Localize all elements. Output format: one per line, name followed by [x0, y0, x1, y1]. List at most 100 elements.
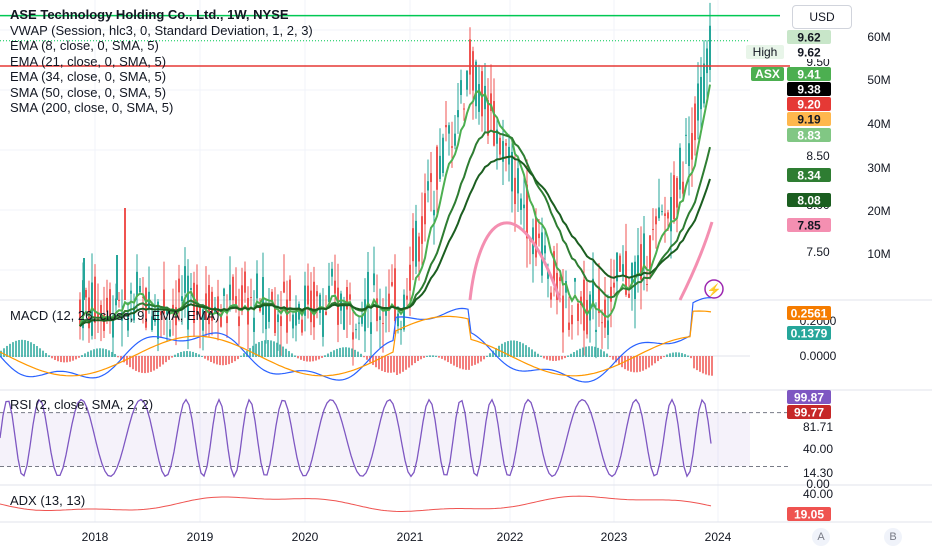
indicator-vwap[interactable]: VWAP (Session, hlc3, 0, Standard Deviati… — [10, 22, 313, 38]
macd-histogram-bar — [441, 356, 443, 359]
macd-histogram-bar — [375, 356, 377, 368]
candle-body — [580, 296, 582, 305]
candle-body — [295, 311, 297, 326]
candle-body — [322, 309, 324, 337]
macd-histogram-bar — [261, 340, 263, 357]
candle-body — [466, 70, 468, 90]
candle-body — [160, 311, 162, 316]
candle-body — [592, 278, 594, 307]
macd-histogram-bar — [495, 348, 497, 357]
candle-body — [226, 316, 228, 324]
candle-body — [418, 236, 420, 262]
indicator-sma200[interactable]: SMA (200, close, 0, SMA, 5) — [10, 100, 174, 115]
price-tag-bg — [787, 45, 831, 59]
price-tag-bg — [787, 168, 831, 182]
macd-histogram-bar — [324, 355, 326, 357]
indicator-sma50[interactable]: SMA (50, close, 0, SMA, 5) — [10, 84, 167, 100]
candle-body — [685, 134, 687, 136]
price-tag-bg — [787, 218, 831, 232]
candle-body — [661, 211, 663, 213]
price-tag-text: 9.41 — [797, 68, 821, 82]
macd-histogram-bar — [216, 356, 218, 365]
macd-histogram-bar — [471, 356, 473, 366]
macd-histogram-bar — [564, 356, 566, 359]
macd-histogram-bar — [438, 356, 440, 358]
high-marker: High — [746, 45, 784, 59]
candle-body — [157, 301, 159, 339]
macd-histogram-bar — [366, 356, 368, 360]
currency-button[interactable]: USD — [792, 5, 852, 29]
candle-body — [199, 306, 201, 320]
macd-histogram-bar — [126, 356, 128, 365]
macd-histogram-bar — [186, 350, 188, 357]
volume-axis-label: 50M — [867, 73, 890, 87]
candle-body — [178, 278, 180, 293]
auto-scale-button[interactable]: A — [812, 528, 830, 546]
macd-histogram-bar — [522, 343, 524, 357]
candle-body — [628, 293, 630, 298]
macd-histogram-bar — [489, 353, 491, 357]
candle-body — [556, 272, 558, 300]
log-scale-button[interactable]: B — [884, 528, 902, 546]
macd-histogram-bar — [396, 356, 398, 375]
macd-histogram-bar — [501, 343, 503, 357]
candle-body — [346, 287, 348, 310]
rsi-axis-label: 14.30 — [803, 466, 833, 480]
macd-histogram-bar — [393, 356, 395, 373]
candle-body — [583, 279, 585, 331]
candle-body — [424, 193, 426, 225]
macd-histogram-bar — [693, 356, 695, 369]
price-tag: 9.19 — [787, 112, 831, 127]
x-tick-label: 2024 — [705, 530, 732, 544]
rsi-pane — [0, 397, 790, 479]
macd-histogram-bar — [132, 356, 134, 370]
candle-body — [535, 217, 537, 258]
candle-body — [196, 284, 198, 315]
candle-body — [94, 276, 96, 323]
price-tag: 8.34 — [787, 168, 831, 183]
macd-histogram-bar — [426, 355, 428, 357]
macd-histogram-bar — [420, 356, 422, 360]
rsi-label[interactable]: RSI (2, close, SMA, 2, 2) — [10, 397, 154, 412]
candle-body — [352, 332, 354, 340]
candle-body — [655, 216, 657, 225]
macd-histogram-bar — [594, 346, 596, 357]
macd-histogram-bar — [531, 349, 533, 357]
macd-histogram-bar — [666, 354, 668, 357]
candle-body — [601, 322, 603, 324]
candle-body — [511, 152, 513, 192]
indicator-ema8[interactable]: EMA (8, close, 0, SMA, 5) — [10, 38, 159, 53]
candle-body — [397, 313, 399, 327]
price-tag-text: 8.83 — [797, 129, 821, 143]
candle-body — [421, 216, 423, 244]
candle-body — [289, 279, 291, 301]
candle-body — [637, 255, 639, 277]
macd-histogram-bar — [708, 356, 710, 376]
macd-histogram-bar — [480, 356, 482, 362]
candle-body — [517, 168, 519, 194]
adx-label[interactable]: ADX (13, 13) — [10, 493, 86, 508]
candle-body — [571, 314, 573, 325]
candle-body — [103, 314, 105, 331]
macd-histogram-bar — [492, 350, 494, 357]
macd-histogram-bar — [372, 356, 374, 365]
indicator-ema34[interactable]: EMA (34, close, 0, SMA, 5) — [10, 69, 167, 84]
macd-histogram-bar — [648, 356, 650, 368]
macd-histogram-bar — [669, 353, 671, 357]
candle-body — [445, 125, 447, 128]
price-tag-bg — [787, 193, 831, 207]
candle-body — [208, 285, 210, 325]
macd-label[interactable]: MACD (12, 26, close, 9, EMA, EMA) — [10, 308, 220, 323]
macd-histogram-bar — [72, 356, 74, 361]
macd-histogram-bar — [624, 356, 626, 370]
macd-histogram-bar — [273, 341, 275, 357]
candle-body — [316, 291, 318, 297]
price-tag: 9.62 — [787, 30, 831, 45]
candle-body — [364, 299, 366, 332]
volume-axis-label: 30M — [867, 161, 890, 175]
indicator-ema21[interactable]: EMA (21, close, 0, SMA, 5) — [10, 53, 167, 69]
macd-histogram-bar — [6, 345, 8, 357]
macd-histogram-bar — [12, 342, 14, 357]
candle-body — [340, 293, 342, 311]
macd-histogram-bar — [18, 340, 20, 357]
